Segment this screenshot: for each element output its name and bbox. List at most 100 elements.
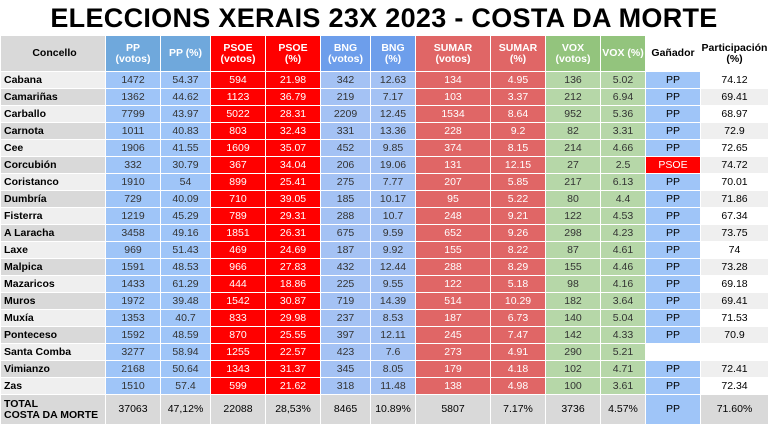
data-row: Camariñas 1362 44.62 1123 36.79 219 7.17 103 3.3…: [0, 88, 768, 106]
cell: 1534: [415, 105, 491, 123]
cell: 5.21: [600, 343, 646, 361]
cell: PP: [645, 139, 701, 157]
row-label: TOTAL COSTA DA MORTE: [0, 394, 106, 424]
cell: [700, 343, 768, 361]
total-row: TOTAL COSTA DA MORTE 37063 47,12% 22088 28,5…: [0, 394, 768, 424]
cell: 318: [320, 377, 371, 395]
cell: 69.18: [700, 275, 768, 293]
row-label: Zas: [0, 377, 106, 395]
cell: 74.72: [700, 156, 768, 174]
cell: 1343: [210, 360, 266, 378]
cell: 3.31: [600, 122, 646, 140]
cell: 3458: [105, 224, 161, 242]
data-row: Cee 1906 41.55 1609 35.07 452 9.85 374 8.15 214 4.…: [0, 139, 768, 157]
cell: 345: [320, 360, 371, 378]
cell: 444: [210, 275, 266, 293]
cell: 397: [320, 326, 371, 344]
cell: 4.71: [600, 360, 646, 378]
cell: 100: [545, 377, 601, 395]
cell: 719: [320, 292, 371, 310]
cell: 39.48: [160, 292, 211, 310]
cell: PP: [645, 190, 701, 208]
cell: PP: [645, 377, 701, 395]
cell: 179: [415, 360, 491, 378]
cell: 48.53: [160, 258, 211, 276]
cell: 71.60%: [700, 394, 768, 424]
cell: PP: [645, 71, 701, 89]
cell: 32.43: [265, 122, 321, 140]
cell: PP: [645, 326, 701, 344]
row-label: A Laracha: [0, 224, 106, 242]
cell: 4.53: [600, 207, 646, 225]
cell: 10.7: [370, 207, 416, 225]
cell: 185: [320, 190, 371, 208]
cell: 47,12%: [160, 394, 211, 424]
cell: 69.41: [700, 88, 768, 106]
cell: 6.73: [490, 309, 546, 327]
column-header: PP (%): [160, 35, 211, 72]
cell: 26.31: [265, 224, 321, 242]
cell: 2168: [105, 360, 161, 378]
cell: 71.53: [700, 309, 768, 327]
cell: 8.29: [490, 258, 546, 276]
cell: 1353: [105, 309, 161, 327]
cell: 12.63: [370, 71, 416, 89]
cell: 966: [210, 258, 266, 276]
cell: 5.36: [600, 105, 646, 123]
cell: 9.21: [490, 207, 546, 225]
cell: 4.57%: [600, 394, 646, 424]
row-label: Dumbría: [0, 190, 106, 208]
cell: 1472: [105, 71, 161, 89]
cell: PP: [645, 275, 701, 293]
cell: 40.7: [160, 309, 211, 327]
cell: 67.34: [700, 207, 768, 225]
cell: 5807: [415, 394, 491, 424]
cell: 28,53%: [265, 394, 321, 424]
row-label: Camariñas: [0, 88, 106, 106]
cell: 514: [415, 292, 491, 310]
cell: 1362: [105, 88, 161, 106]
cell: 5.04: [600, 309, 646, 327]
cell: 1591: [105, 258, 161, 276]
cell: 8.15: [490, 139, 546, 157]
results-table: Concello PP (votos) PP (%) PSOE (votos) PSOE…: [0, 35, 768, 424]
cell: PP: [645, 309, 701, 327]
cell: 187: [415, 309, 491, 327]
cell: 1906: [105, 139, 161, 157]
cell: 50.64: [160, 360, 211, 378]
cell: 8.64: [490, 105, 546, 123]
cell: 10.17: [370, 190, 416, 208]
cell: 4.95: [490, 71, 546, 89]
row-label: Fisterra: [0, 207, 106, 225]
cell: PSOE: [645, 156, 701, 174]
cell: 82: [545, 122, 601, 140]
cell: 5.18: [490, 275, 546, 293]
cell: 10.29: [490, 292, 546, 310]
cell: 37063: [105, 394, 161, 424]
data-row: Fisterra 1219 45.29 789 29.31 288 10.7 248 9.21 1…: [0, 207, 768, 225]
cell: 5022: [210, 105, 266, 123]
cell: 245: [415, 326, 491, 344]
cell: 298: [545, 224, 601, 242]
cell: 9.55: [370, 275, 416, 293]
cell: 40.83: [160, 122, 211, 140]
cell: 12.11: [370, 326, 416, 344]
cell: 899: [210, 173, 266, 191]
cell: 833: [210, 309, 266, 327]
cell: PP: [645, 360, 701, 378]
cell: 2.5: [600, 156, 646, 174]
cell: 142: [545, 326, 601, 344]
cell: 44.62: [160, 88, 211, 106]
cell: 228: [415, 122, 491, 140]
cell: 423: [320, 343, 371, 361]
data-row: Muros 1972 39.48 1542 30.87 719 14.39 514 10.29 1…: [0, 292, 768, 310]
cell: 803: [210, 122, 266, 140]
cell: 652: [415, 224, 491, 242]
cell: 599: [210, 377, 266, 395]
column-header: PP (votos): [105, 35, 161, 72]
cell: 70.01: [700, 173, 768, 191]
row-label: Mazaricos: [0, 275, 106, 293]
cell: PP: [645, 122, 701, 140]
header-row: Concello PP (votos) PP (%) PSOE (votos) PSOE…: [0, 35, 768, 72]
